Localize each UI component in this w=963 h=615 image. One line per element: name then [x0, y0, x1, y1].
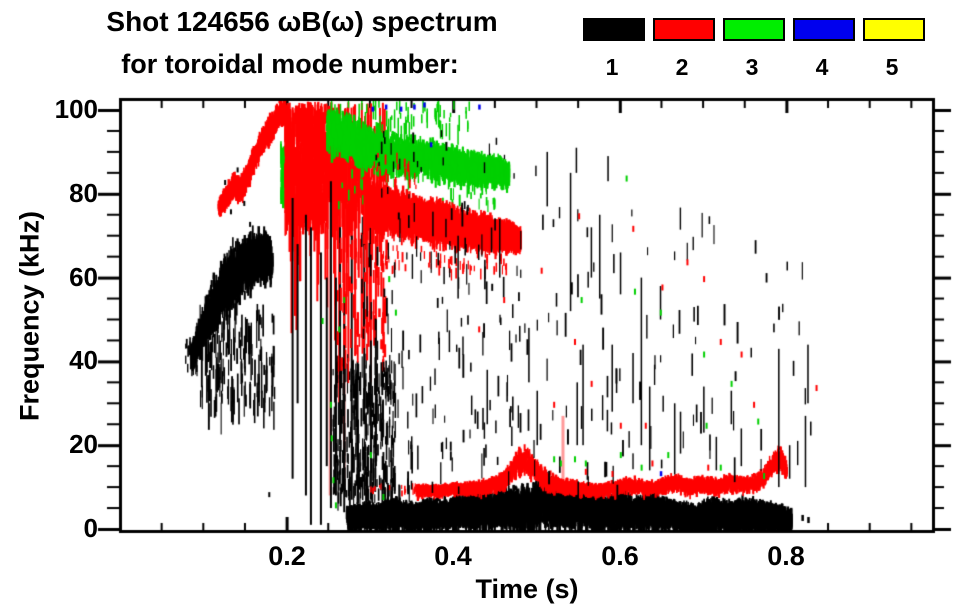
y-tick-20: 20 [69, 429, 98, 459]
x-axis-label: Time (s) [475, 574, 579, 604]
legend-swatch-mode-5 [863, 18, 925, 41]
x-tick-0p2: 0.2 [268, 541, 306, 571]
x-tick-0p4: 0.4 [434, 541, 472, 571]
y-tick-0: 0 [83, 513, 98, 543]
x-tick-0p6: 0.6 [601, 541, 639, 571]
y-tick-60: 60 [69, 262, 98, 292]
y-tick-80: 80 [69, 178, 98, 208]
legend-swatch-mode-1 [583, 18, 645, 41]
legend-label-mode-4: 4 [815, 54, 829, 80]
y-tick-100: 100 [54, 94, 98, 124]
legend-label-mode-1: 1 [605, 54, 619, 80]
y-axis-label: Frequency (kHz) [14, 210, 45, 422]
legend-label-mode-5: 5 [885, 54, 899, 80]
legend-swatch-mode-4 [793, 18, 855, 41]
y-tick-40: 40 [69, 345, 98, 375]
chart-title-line2: for toroidal mode number: [121, 49, 459, 79]
chart-title-line1: Shot 124656 ωB(ω) spectrum [106, 6, 498, 37]
legend-swatch-mode-3 [723, 18, 785, 41]
legend-label-mode-2: 2 [675, 54, 689, 80]
legend-label-mode-3: 3 [745, 54, 759, 80]
x-tick-0p8: 0.8 [767, 541, 805, 571]
legend-swatch-mode-2 [653, 18, 715, 41]
